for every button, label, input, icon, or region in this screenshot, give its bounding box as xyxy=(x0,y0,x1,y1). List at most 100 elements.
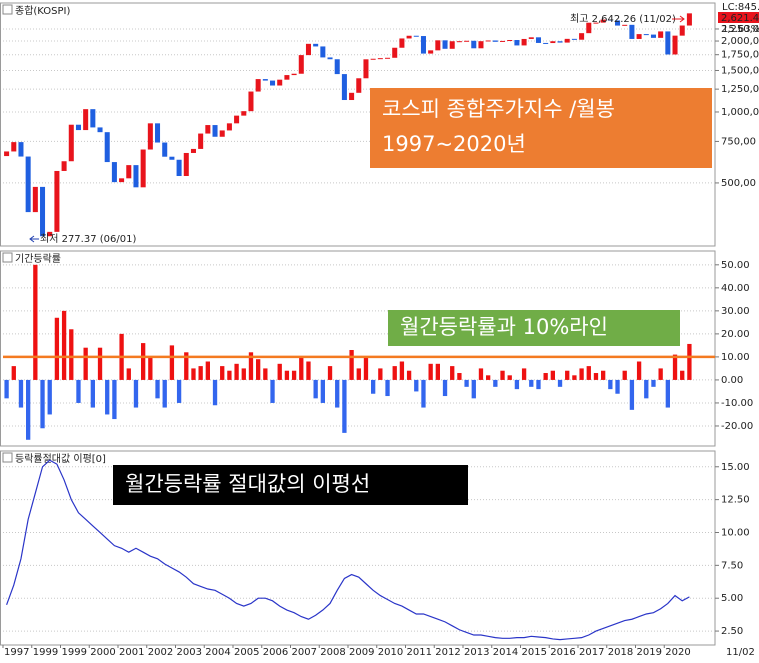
candle-body xyxy=(420,36,426,54)
y-tick-label: 1,250,00 xyxy=(721,84,759,95)
x-tick-label: 2014 xyxy=(493,647,518,658)
bar xyxy=(399,361,405,380)
bar xyxy=(450,366,455,380)
candle-body xyxy=(622,24,628,26)
y-tick-label: 10.00 xyxy=(721,352,750,363)
bar xyxy=(18,379,24,408)
candle-body xyxy=(262,79,268,81)
bar xyxy=(565,370,570,380)
bar xyxy=(593,373,599,380)
candle-body xyxy=(543,42,549,44)
annotation-text: 월간등락률 절대값의 이평선 xyxy=(125,472,370,496)
bar xyxy=(550,370,555,380)
y-tick-label: 750,00 xyxy=(721,136,756,147)
bar xyxy=(421,379,426,408)
bar xyxy=(622,370,627,380)
line xyxy=(6,459,690,641)
candle-body xyxy=(234,115,240,124)
candle-body xyxy=(564,38,570,43)
candle-body xyxy=(385,57,391,59)
bar xyxy=(47,379,52,415)
bar xyxy=(507,375,512,380)
candle-body xyxy=(456,41,462,43)
bar xyxy=(263,368,268,380)
bar xyxy=(493,379,498,387)
x-tick-label: 2017 xyxy=(579,647,604,658)
candle-body xyxy=(54,170,60,232)
candle-body xyxy=(205,125,211,134)
candle-body xyxy=(255,79,261,92)
candle-body xyxy=(485,40,491,42)
y-tick-label: 12.50 xyxy=(721,495,750,506)
candle-body xyxy=(464,40,470,42)
bar xyxy=(54,317,60,380)
candle-body xyxy=(162,142,168,157)
x-tick-label: 2000 xyxy=(90,647,115,658)
candle-body xyxy=(686,13,692,26)
candle-body xyxy=(119,178,125,183)
bar xyxy=(665,379,670,408)
bar xyxy=(543,373,548,380)
bar xyxy=(198,366,203,380)
candle-body xyxy=(183,152,189,177)
bar xyxy=(299,356,304,380)
candle-body xyxy=(579,33,585,40)
candle-body xyxy=(593,22,599,24)
candle-body xyxy=(32,186,38,213)
candle-body xyxy=(226,123,232,131)
y-tick-label: 1,750,00 xyxy=(721,50,759,61)
bar xyxy=(327,366,333,380)
bar xyxy=(241,368,246,380)
bar xyxy=(4,379,9,399)
bar xyxy=(184,352,189,380)
bar xyxy=(392,366,397,380)
bar xyxy=(126,368,131,380)
x-tick-label: 2018 xyxy=(608,647,633,658)
x-tick-label: 2005 xyxy=(234,647,259,658)
candle-body xyxy=(406,35,412,39)
bar xyxy=(579,368,584,380)
candle-body xyxy=(377,58,383,60)
x-tick-label: 2011 xyxy=(407,647,432,658)
y-tick-label: 15.00 xyxy=(721,462,750,473)
candle-body xyxy=(104,132,110,163)
candle-body xyxy=(320,46,326,58)
bar xyxy=(248,352,254,380)
bar xyxy=(155,379,160,399)
x-tick-label: 2012 xyxy=(435,647,460,658)
bar xyxy=(342,379,347,433)
candle-body xyxy=(327,57,333,60)
y-tick-label: 7.50 xyxy=(721,560,743,571)
candle-body xyxy=(672,35,678,55)
candle-body xyxy=(629,24,635,39)
y-tick-label: 500,00 xyxy=(721,178,756,189)
candle-body xyxy=(270,80,276,86)
last-label: LC:845.1 xyxy=(722,2,759,13)
panel-title: 등락률절대값 이평[0] xyxy=(15,452,106,465)
bar xyxy=(644,379,649,399)
y-tick-label: 30.00 xyxy=(721,306,750,317)
candle-body xyxy=(298,55,304,74)
x-tick-label: 1999 xyxy=(33,647,58,658)
bar xyxy=(256,359,261,380)
x-tick-label: 1999 xyxy=(62,647,87,658)
bar xyxy=(33,264,38,380)
bar xyxy=(112,379,117,420)
candle-body xyxy=(111,162,117,183)
annotation-text: 1997~2020년 xyxy=(382,132,526,156)
bar xyxy=(371,379,376,394)
bar xyxy=(306,361,311,380)
x-tick-label: 2003 xyxy=(177,647,202,658)
bar xyxy=(148,356,153,380)
candle-body xyxy=(212,125,218,137)
y-tick-label: 1,500,00 xyxy=(721,65,759,76)
y-tick-label: 50.00 xyxy=(721,260,750,271)
y-tick-label: 2.50 xyxy=(721,626,743,637)
bar xyxy=(69,329,74,380)
x-tick-label: 2020 xyxy=(665,647,690,658)
bar xyxy=(572,375,577,380)
bar xyxy=(234,363,239,380)
candle-body xyxy=(392,47,398,58)
bar xyxy=(478,368,484,380)
bar xyxy=(464,379,469,387)
